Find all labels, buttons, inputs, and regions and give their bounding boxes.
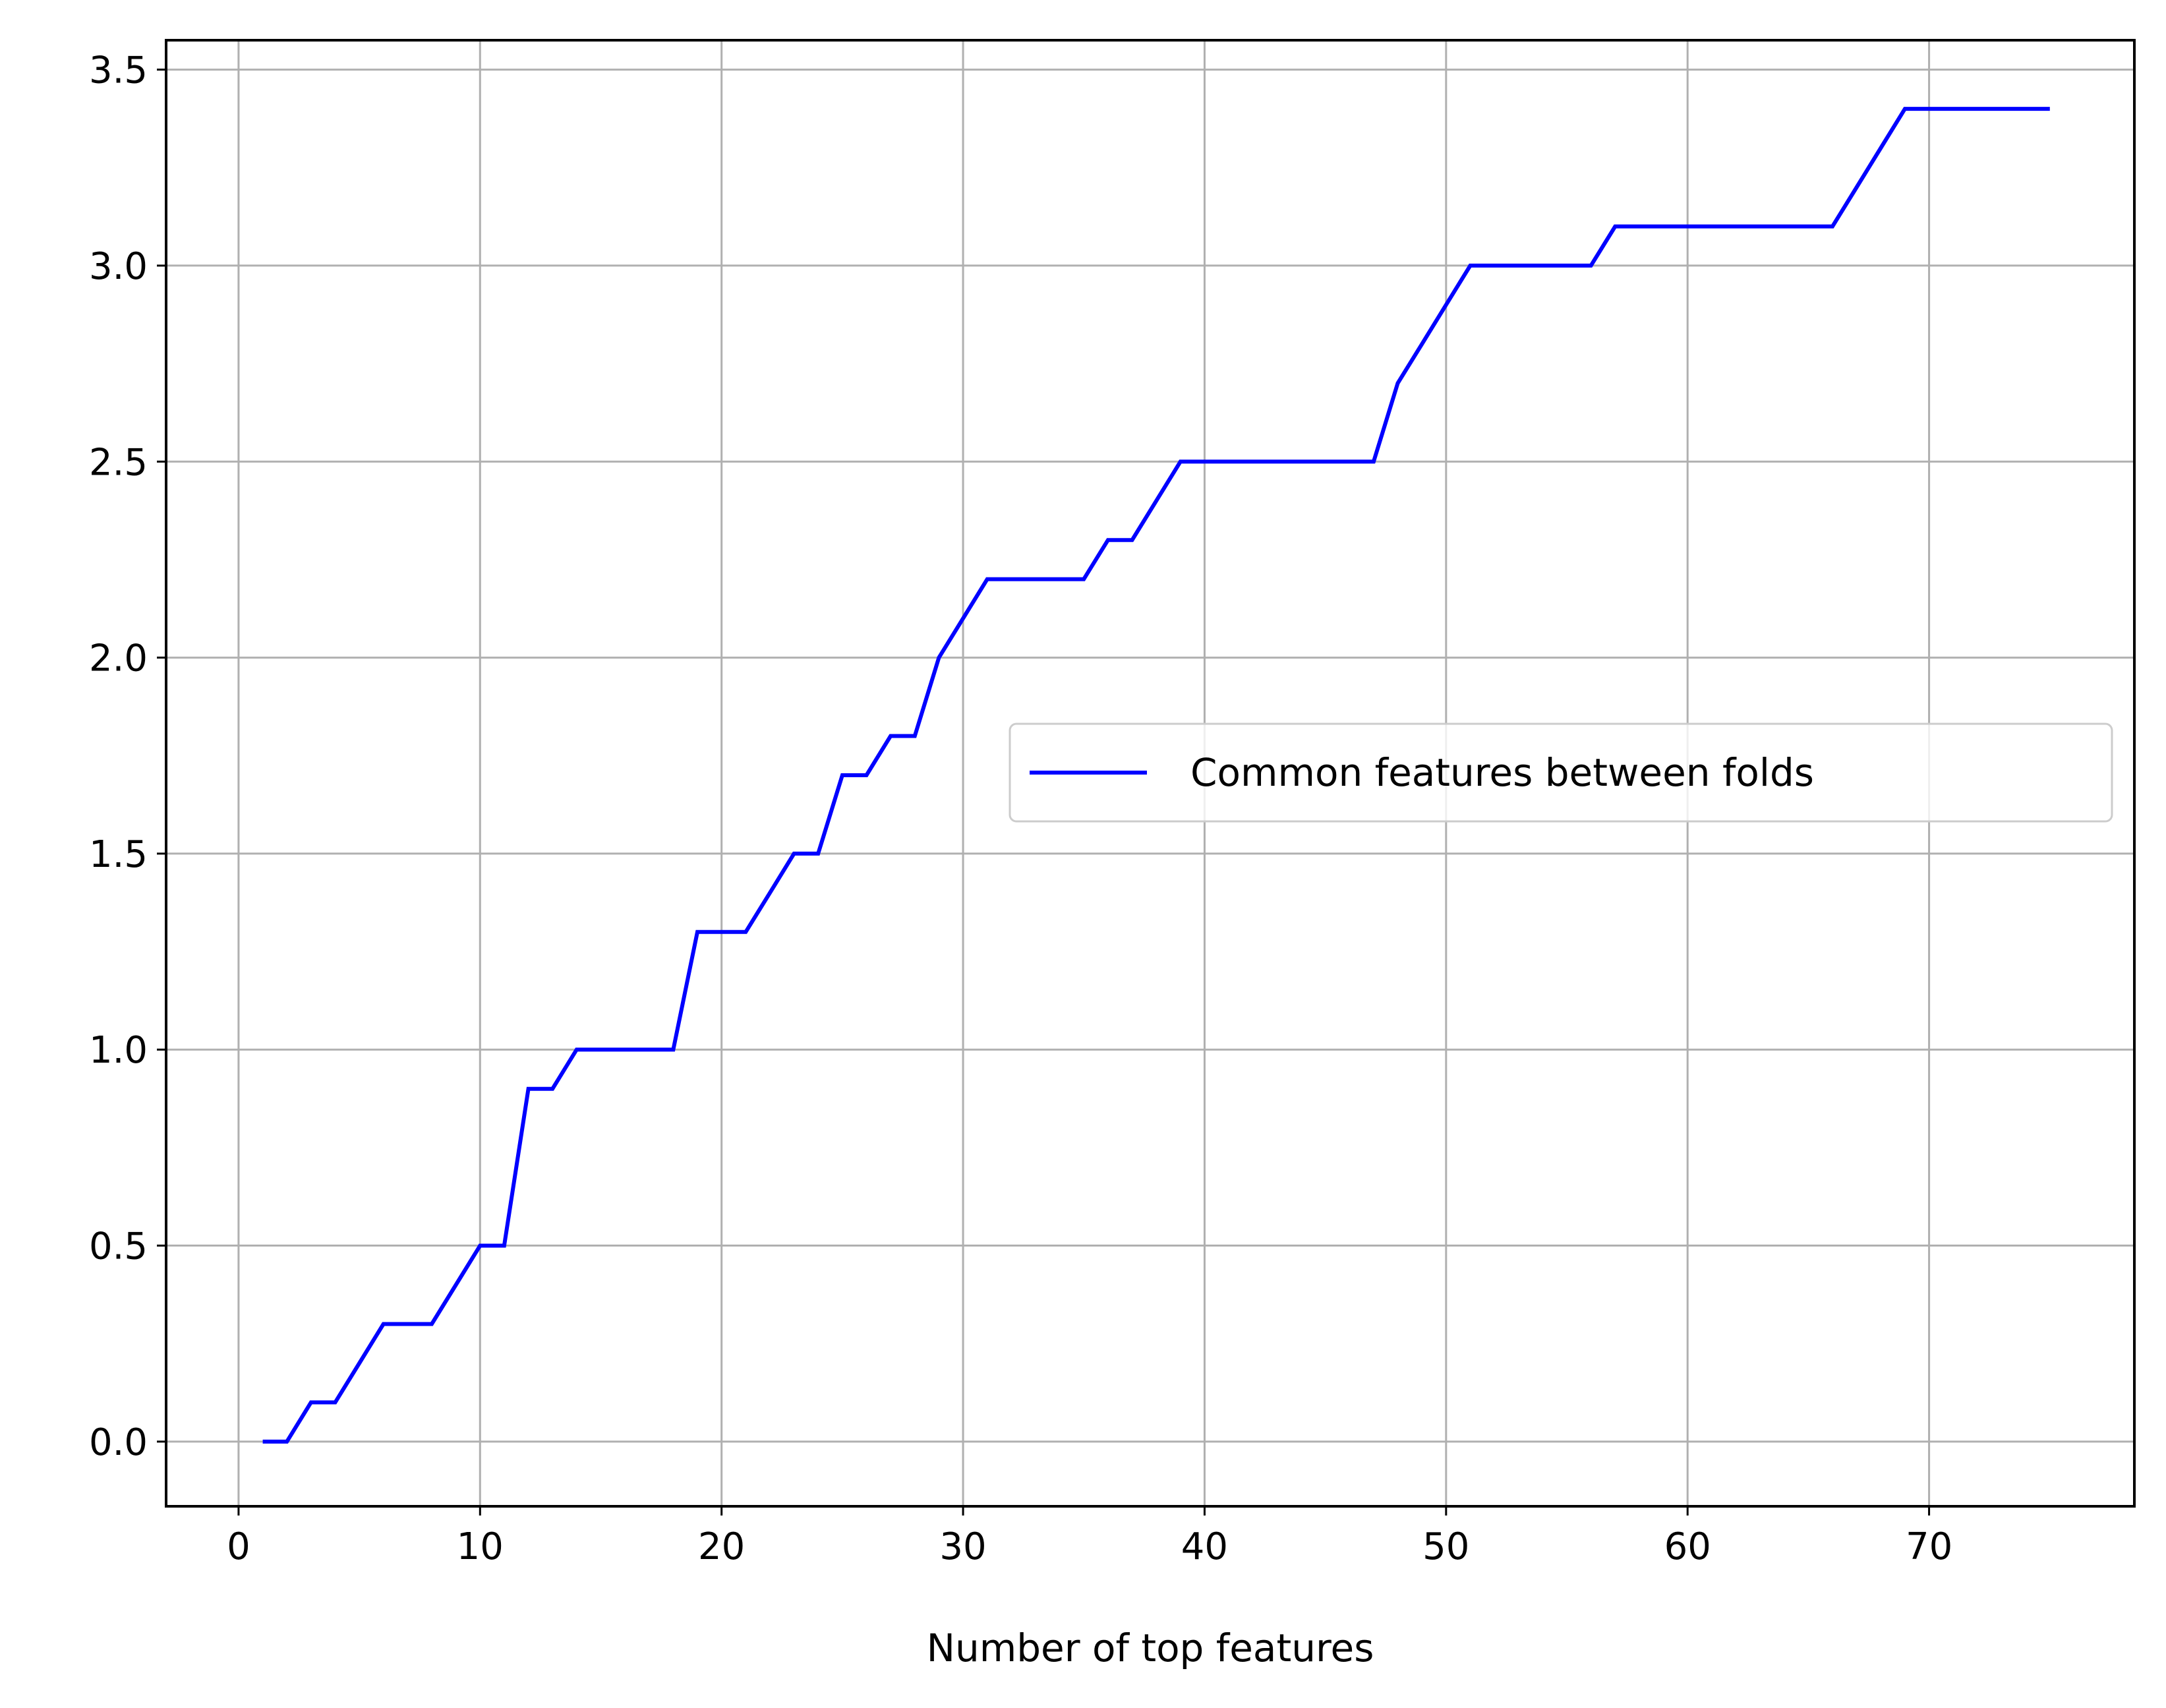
series-layer	[262, 107, 2050, 1444]
x-tick-label: 40	[1181, 1525, 1228, 1568]
x-tick-label: 30	[939, 1525, 986, 1568]
y-tick-label: 2.5	[89, 441, 148, 484]
x-tick-label: 20	[698, 1525, 745, 1568]
y-tick-label: 3.0	[89, 245, 148, 288]
y-tick-label: 1.0	[89, 1029, 148, 1072]
y-tick-label: 3.5	[89, 49, 148, 92]
axis-ticks: 0 10 20 30 40 50 60 70 0.0 0.5 1.0 1.5 2.0 2.5 3.0 3.5	[89, 49, 1952, 1568]
legend: Common features between folds	[1009, 722, 2113, 823]
legend-entry-label: Common features between folds	[1190, 750, 1814, 795]
x-tick-label: 10	[457, 1525, 504, 1568]
x-tick-label: 50	[1422, 1525, 1469, 1568]
x-tick-label: 0	[227, 1525, 250, 1568]
x-tick-label: 60	[1664, 1525, 1711, 1568]
series-line	[262, 107, 2050, 1444]
gridlines	[166, 40, 2134, 1506]
legend-box	[1009, 722, 2113, 823]
y-tick-label: 0.5	[89, 1225, 148, 1268]
x-tick-label: 70	[1906, 1525, 1952, 1568]
y-tick-label: 1.5	[89, 833, 148, 876]
x-axis-title: Number of top features	[927, 1626, 1374, 1670]
plot-frame	[165, 39, 2136, 1508]
y-tick-label: 2.0	[89, 637, 148, 680]
y-tick-label: 0.0	[89, 1421, 148, 1464]
